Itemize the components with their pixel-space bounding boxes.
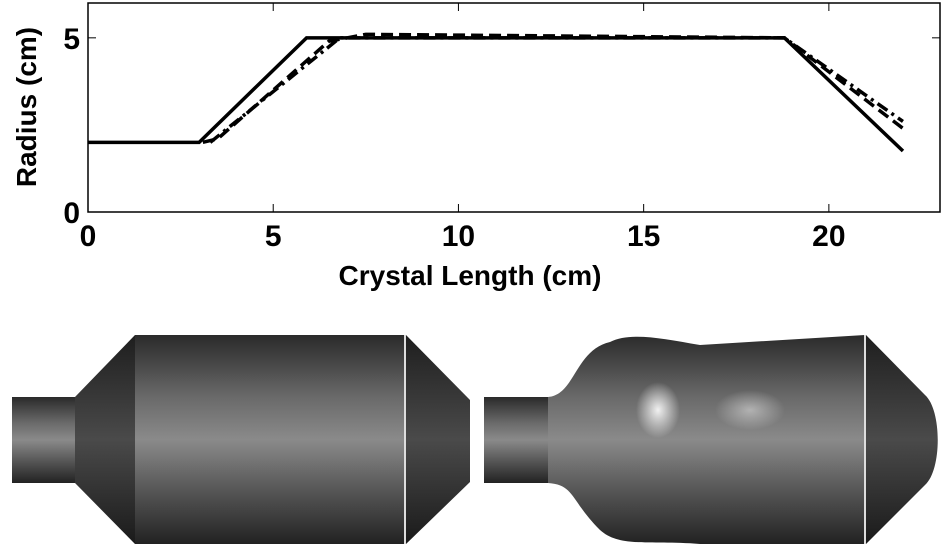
x-tick-label: 10	[442, 220, 475, 253]
x-axis-label: Crystal Length (cm)	[339, 260, 602, 291]
series-line	[88, 36, 905, 153]
series-line	[202, 32, 905, 145]
crystal-render-left	[12, 335, 470, 544]
x-tick-label: 15	[627, 220, 660, 253]
plot-frame	[87, 2, 941, 213]
x-tick-label: 0	[80, 220, 97, 253]
series-line	[209, 36, 904, 144]
y-axis-label: Radius (cm)	[11, 27, 42, 187]
crystal-render-right	[484, 335, 938, 544]
x-tick-label: 20	[812, 220, 845, 253]
x-tick-label: 5	[265, 220, 282, 253]
y-tick-label: 0	[63, 197, 80, 230]
y-tick-label: 5	[63, 23, 80, 56]
